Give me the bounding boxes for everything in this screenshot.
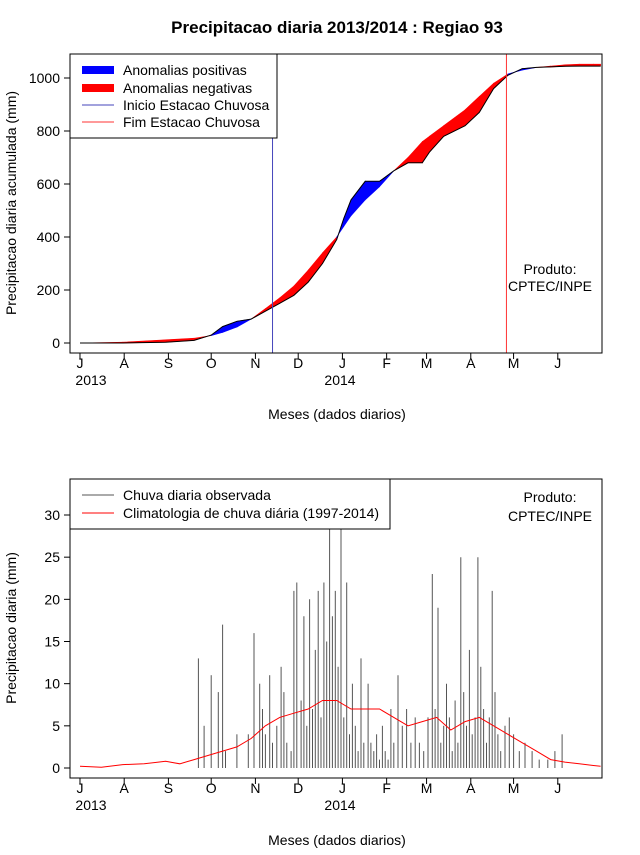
x-tick-label: D [293, 355, 303, 371]
observed-cumulative-line [80, 65, 601, 344]
x-tick-label-daily: J [339, 780, 346, 796]
climatology-line [79, 700, 601, 768]
year-label-2013-daily: 2013 [75, 797, 106, 813]
anomaly-negative-segment [421, 135, 430, 164]
y-tick-label-daily: 0 [52, 760, 60, 776]
x-tick-label-daily: J [554, 780, 561, 796]
y-tick-label-daily: 20 [44, 591, 60, 607]
y-tick-label: 600 [37, 176, 61, 192]
x-tick-label-daily: D [293, 780, 303, 796]
legend-label-chuva-observada: Chuva diaria observada [123, 487, 271, 503]
x-tick-label: F [382, 355, 391, 371]
product-source-daily: CPTEC/INPE [508, 508, 592, 524]
legend-label-climatologia: Climatologia de chuva diária (1997-2014) [123, 505, 379, 521]
anomaly-positive-segment [350, 180, 366, 217]
anomaly-negative-segment [443, 109, 466, 137]
x-tick-label: M [508, 355, 520, 371]
x-tick-label-daily: M [508, 780, 520, 796]
anomaly-positive-segment [222, 320, 238, 333]
x-tick-label: A [466, 355, 476, 371]
legend-label-anomalias-positivas: Anomalias positivas [123, 62, 247, 78]
y-tick-label-daily: 25 [44, 549, 60, 565]
y-axis-ticks: 0 200 400 600 800 1000 [29, 70, 70, 351]
legend-daily: Chuva diaria observada Climatologia de c… [69, 478, 391, 530]
anomaly-negative-segment [407, 140, 423, 164]
y-tick-label-daily: 5 [52, 718, 60, 734]
x-tick-label: J [76, 355, 83, 371]
x-tick-label-daily: M [421, 780, 433, 796]
anomaly-negative-segment [307, 252, 323, 283]
x-axis-label: Meses (dados diarios) [268, 406, 406, 422]
chart-title: Precipitacao diaria 2013/2014 : Regiao 9… [171, 18, 503, 37]
daily-bars [197, 515, 563, 768]
x-tick-label-daily: J [76, 780, 83, 796]
anomaly-positive-segment [379, 170, 395, 188]
x-tick-label-daily: S [164, 780, 173, 796]
cumulative-panel: Precipitacao diaria 2013/2014 : Regiao 9… [3, 18, 603, 422]
daily-panel: 0 5 10 15 20 25 30 J A S O N D J F M A M J 2013 2014 Mese… [3, 478, 603, 848]
y-tick-label: 400 [37, 229, 61, 245]
x-tick-label-daily: F [382, 780, 391, 796]
product-label: Produto: [524, 261, 577, 277]
y-tick-label-daily: 15 [44, 634, 60, 650]
x-tick-label: J [339, 355, 346, 371]
anomaly-negative-segment [293, 269, 309, 296]
x-axis-label-daily: Meses (dados diarios) [268, 832, 406, 848]
legend-label-anomalias-negativas: Anomalias negativas [123, 80, 252, 96]
year-label-2014-daily: 2014 [324, 797, 355, 813]
legend: Anomalias positivas Anomalias negativas … [69, 53, 278, 139]
product-label-daily: Produto: [524, 489, 577, 505]
year-label-2014: 2014 [324, 372, 355, 388]
y-tick-label: 1000 [29, 70, 60, 86]
anomaly-positive-segment [364, 181, 380, 201]
x-tick-label-daily: A [120, 780, 130, 796]
legend-label-fim: Fim Estacao Chuvosa [123, 114, 260, 130]
legend-label-inicio: Inicio Estacao Chuvosa [123, 97, 270, 113]
anomaly-negative-segment [279, 285, 295, 304]
y-tick-label-daily: 30 [44, 507, 60, 523]
y-tick-label: 800 [37, 123, 61, 139]
x-tick-label: N [250, 355, 260, 371]
x-tick-label-daily: N [250, 780, 260, 796]
y-tick-label: 0 [52, 335, 60, 351]
product-source: CPTEC/INPE [508, 278, 592, 294]
x-tick-label: S [164, 355, 173, 371]
x-tick-label: O [206, 355, 217, 371]
year-label-2013: 2013 [75, 372, 106, 388]
plot-frame [69, 53, 603, 354]
y-axis-label-daily: Precipitacao diaria (mm) [3, 552, 19, 704]
y-tick-label-daily: 10 [44, 676, 60, 692]
x-tick-label: A [120, 355, 130, 371]
x-tick-label-daily: A [466, 780, 476, 796]
x-tick-label: J [554, 355, 561, 371]
anomaly-negative-segment [464, 95, 480, 127]
x-tick-label: M [421, 355, 433, 371]
legend-box-daily [69, 478, 391, 530]
y-axis-label: Precipitacao diaria acumulada (mm) [3, 91, 19, 315]
y-tick-label: 200 [37, 282, 61, 298]
x-tick-label-daily: O [206, 780, 217, 796]
y-axis-ticks-daily: 0 5 10 15 20 25 30 [44, 507, 70, 776]
